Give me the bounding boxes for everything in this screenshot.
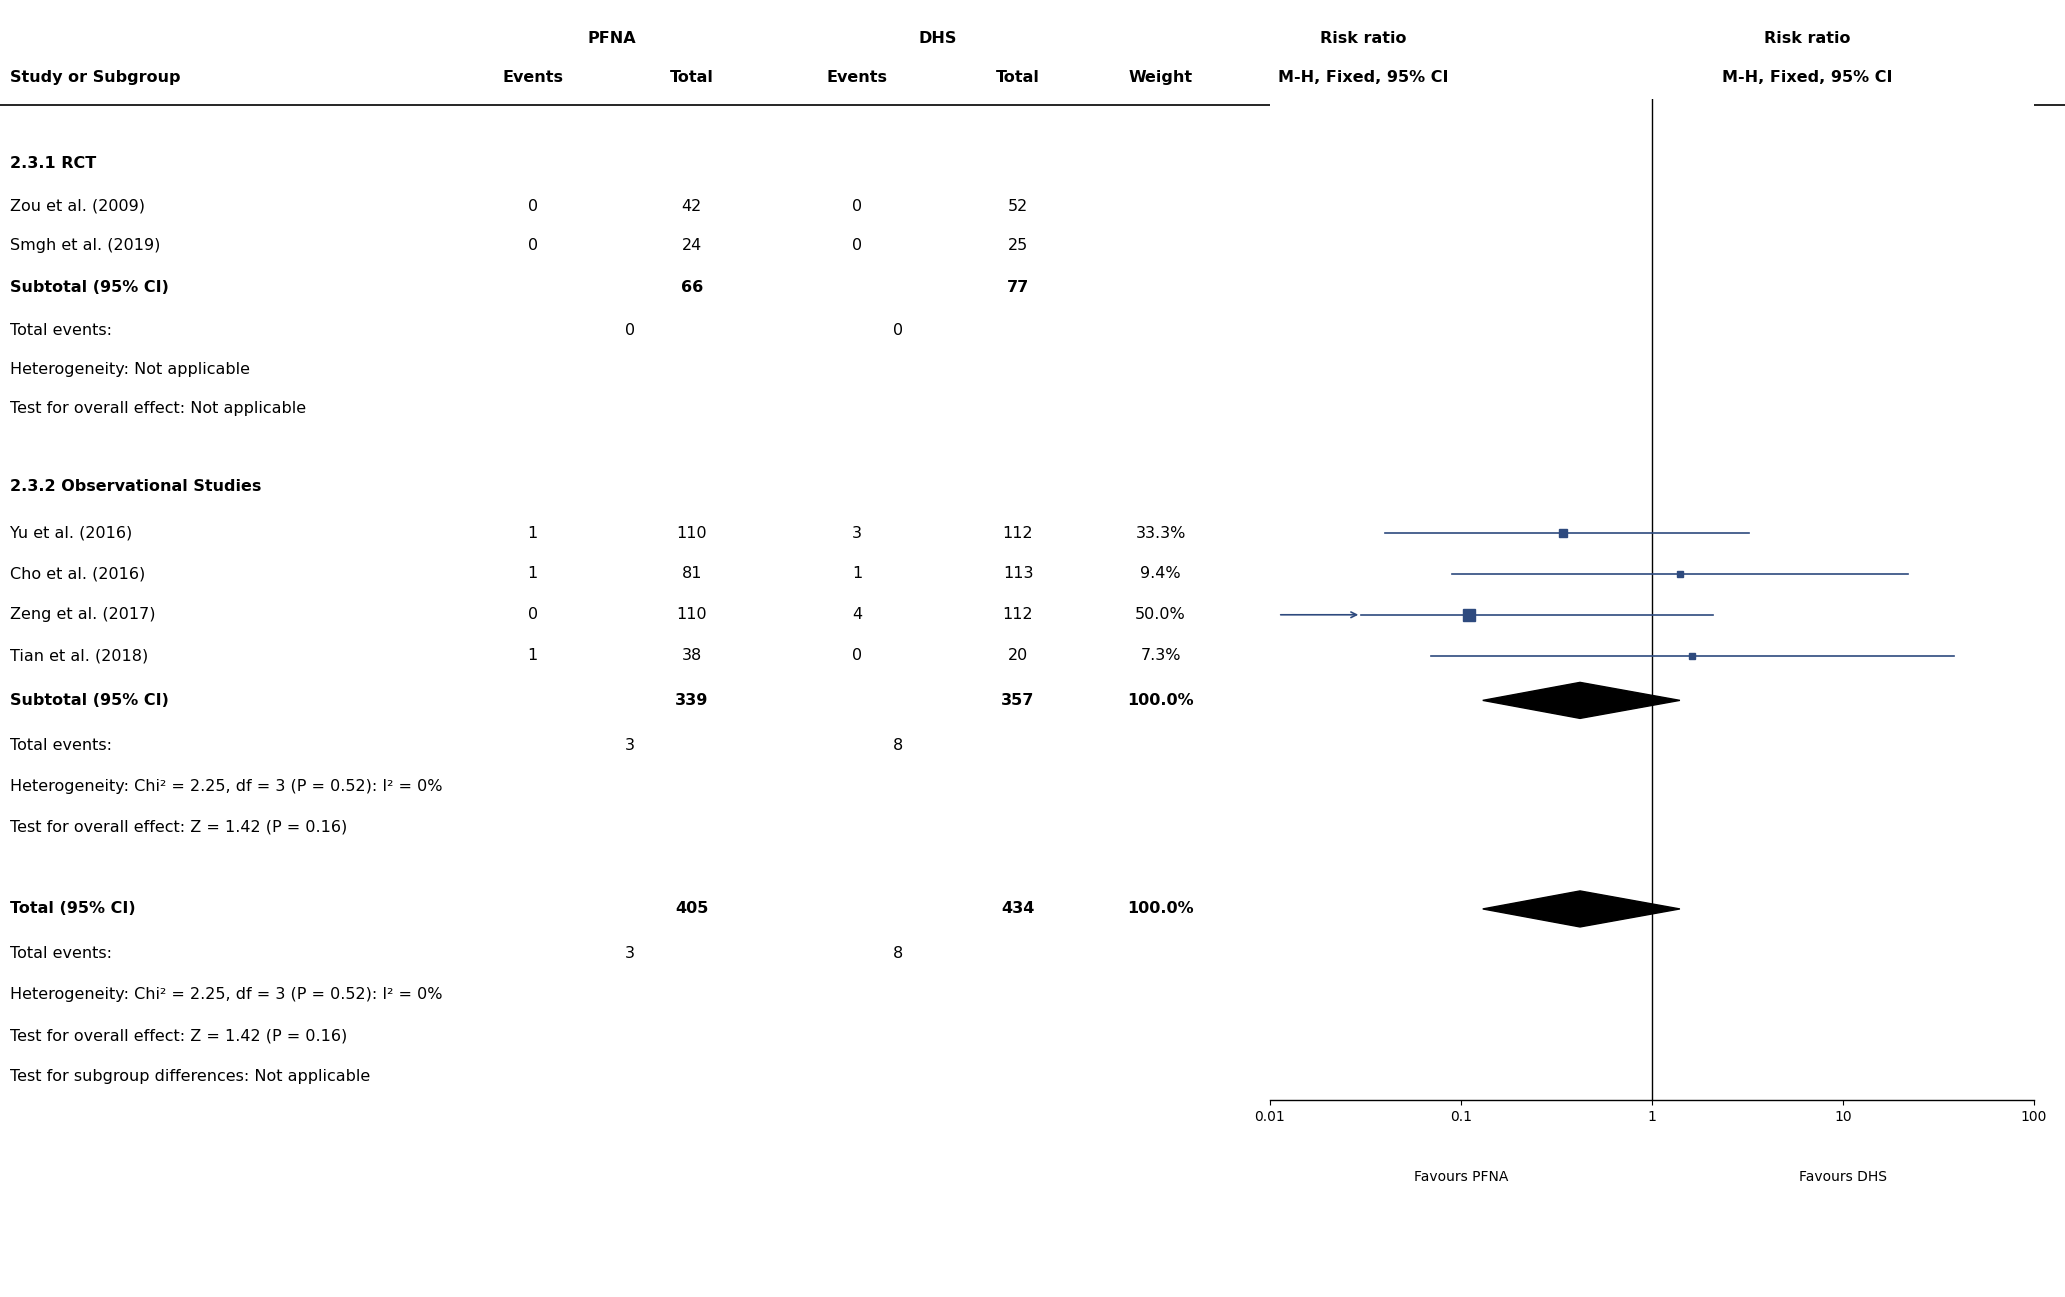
Text: 100.0%: 100.0% [1127,901,1194,917]
Text: Not estimable: Not estimable [1299,280,1427,296]
Text: 3: 3 [626,947,634,961]
Text: 0.42 [0.13 , 1.40]: 0.42 [0.13 , 1.40] [1284,901,1441,917]
Text: 66: 66 [681,280,702,296]
Text: 77: 77 [1008,280,1028,296]
Text: Not estimable: Not estimable [1307,198,1419,214]
Text: Heterogeneity: Not applicable: Heterogeneity: Not applicable [10,362,250,377]
Text: 1.62 [0.07 , 37.94]: 1.62 [0.07 , 37.94] [1289,648,1437,663]
Text: 339: 339 [675,693,708,708]
Text: 25: 25 [1008,237,1028,253]
Text: M-H, Fixed, 95% CI: M-H, Fixed, 95% CI [1722,70,1892,86]
Text: Events: Events [502,70,564,86]
Text: 434: 434 [1002,901,1035,917]
Text: 0: 0 [529,237,537,253]
Text: 0.34 [0.04 , 3.21]: 0.34 [0.04 , 3.21] [1293,525,1433,541]
Text: PFNA: PFNA [589,31,636,47]
Text: Total events:: Total events: [10,947,112,961]
Text: Favours DHS: Favours DHS [1799,1170,1887,1184]
Text: 9.4%: 9.4% [1140,567,1181,581]
Text: 8: 8 [894,947,902,961]
Text: 2.3.2 Observational Studies: 2.3.2 Observational Studies [10,479,262,494]
Text: 3: 3 [626,738,634,754]
Text: Risk ratio: Risk ratio [1320,31,1406,47]
Text: Heterogeneity: Chi² = 2.25, df = 3 (P = 0.52): I² = 0%: Heterogeneity: Chi² = 2.25, df = 3 (P = … [10,779,442,794]
Text: 38: 38 [681,648,702,663]
Polygon shape [1483,891,1681,927]
Text: Favours PFNA: Favours PFNA [1415,1170,1507,1184]
Text: 4: 4 [853,607,861,623]
Text: Risk ratio: Risk ratio [1764,31,1850,47]
Text: Zeng et al. (2017): Zeng et al. (2017) [10,607,155,623]
Text: Not estimable: Not estimable [1307,237,1419,253]
Text: Total events:: Total events: [10,738,112,754]
Text: Heterogeneity: Chi² = 2.25, df = 3 (P = 0.52): I² = 0%: Heterogeneity: Chi² = 2.25, df = 3 (P = … [10,987,442,1003]
Text: 110: 110 [677,607,706,623]
Text: 112: 112 [1004,607,1032,623]
Text: Total: Total [669,70,714,86]
Text: 357: 357 [1002,693,1035,708]
Text: Total (95% CI): Total (95% CI) [10,901,136,917]
Text: 7.3%: 7.3% [1140,648,1181,663]
Text: 24: 24 [681,237,702,253]
Text: 100.0%: 100.0% [1127,693,1194,708]
Text: 50.0%: 50.0% [1136,607,1185,623]
Text: 1: 1 [853,567,861,581]
Text: Study or Subgroup: Study or Subgroup [10,70,182,86]
Text: Subtotal (95% CI): Subtotal (95% CI) [10,693,169,708]
Text: 0: 0 [853,198,861,214]
Text: 1: 1 [529,567,537,581]
Text: 3: 3 [853,525,861,541]
Text: Events: Events [826,70,888,86]
Text: M-H, Fixed, 95% CI: M-H, Fixed, 95% CI [1278,70,1448,86]
Text: Cho et al. (2016): Cho et al. (2016) [10,567,145,581]
Text: 52: 52 [1008,198,1028,214]
Text: Subtotal (95% CI): Subtotal (95% CI) [10,280,169,296]
Text: 1: 1 [529,648,537,663]
Text: 1.40 [0.09 , 21.98]: 1.40 [0.09 , 21.98] [1289,567,1437,581]
Text: 0: 0 [529,198,537,214]
Text: Test for subgroup differences: Not applicable: Test for subgroup differences: Not appli… [10,1069,370,1084]
Text: Test for overall effect: Z = 1.42 (P = 0.16): Test for overall effect: Z = 1.42 (P = 0… [10,1029,347,1043]
Text: Test for overall effect: Not applicable: Test for overall effect: Not applicable [10,401,306,416]
Text: Tian et al. (2018): Tian et al. (2018) [10,648,149,663]
Text: 110: 110 [677,525,706,541]
Text: Zou et al. (2009): Zou et al. (2009) [10,198,145,214]
Text: 0: 0 [853,237,861,253]
Text: 1: 1 [529,525,537,541]
Text: 8: 8 [894,738,902,754]
Text: 0.42 [0.13 , 1.40]: 0.42 [0.13 , 1.40] [1284,693,1441,708]
Text: Weight: Weight [1127,70,1194,86]
Text: 0.11 [0.01 , 2.08]: 0.11 [0.01 , 2.08] [1293,607,1433,623]
Text: Yu et al. (2016): Yu et al. (2016) [10,525,132,541]
Text: Total events:: Total events: [10,323,112,339]
Text: 0: 0 [529,607,537,623]
Text: 0: 0 [894,323,902,339]
Text: 33.3%: 33.3% [1136,525,1185,541]
Text: 0: 0 [626,323,634,339]
Text: 405: 405 [675,901,708,917]
Text: 2.3.1 RCT: 2.3.1 RCT [10,156,97,171]
Polygon shape [1483,682,1681,719]
Text: 81: 81 [681,567,702,581]
Text: 0: 0 [853,648,861,663]
Text: Test for overall effect: Z = 1.42 (P = 0.16): Test for overall effect: Z = 1.42 (P = 0… [10,820,347,835]
Text: Smgh et al. (2019): Smgh et al. (2019) [10,237,161,253]
Text: 20: 20 [1008,648,1028,663]
Text: 42: 42 [681,198,702,214]
Text: 113: 113 [1004,567,1032,581]
Text: 112: 112 [1004,525,1032,541]
Text: Total: Total [995,70,1041,86]
Text: DHS: DHS [919,31,956,47]
